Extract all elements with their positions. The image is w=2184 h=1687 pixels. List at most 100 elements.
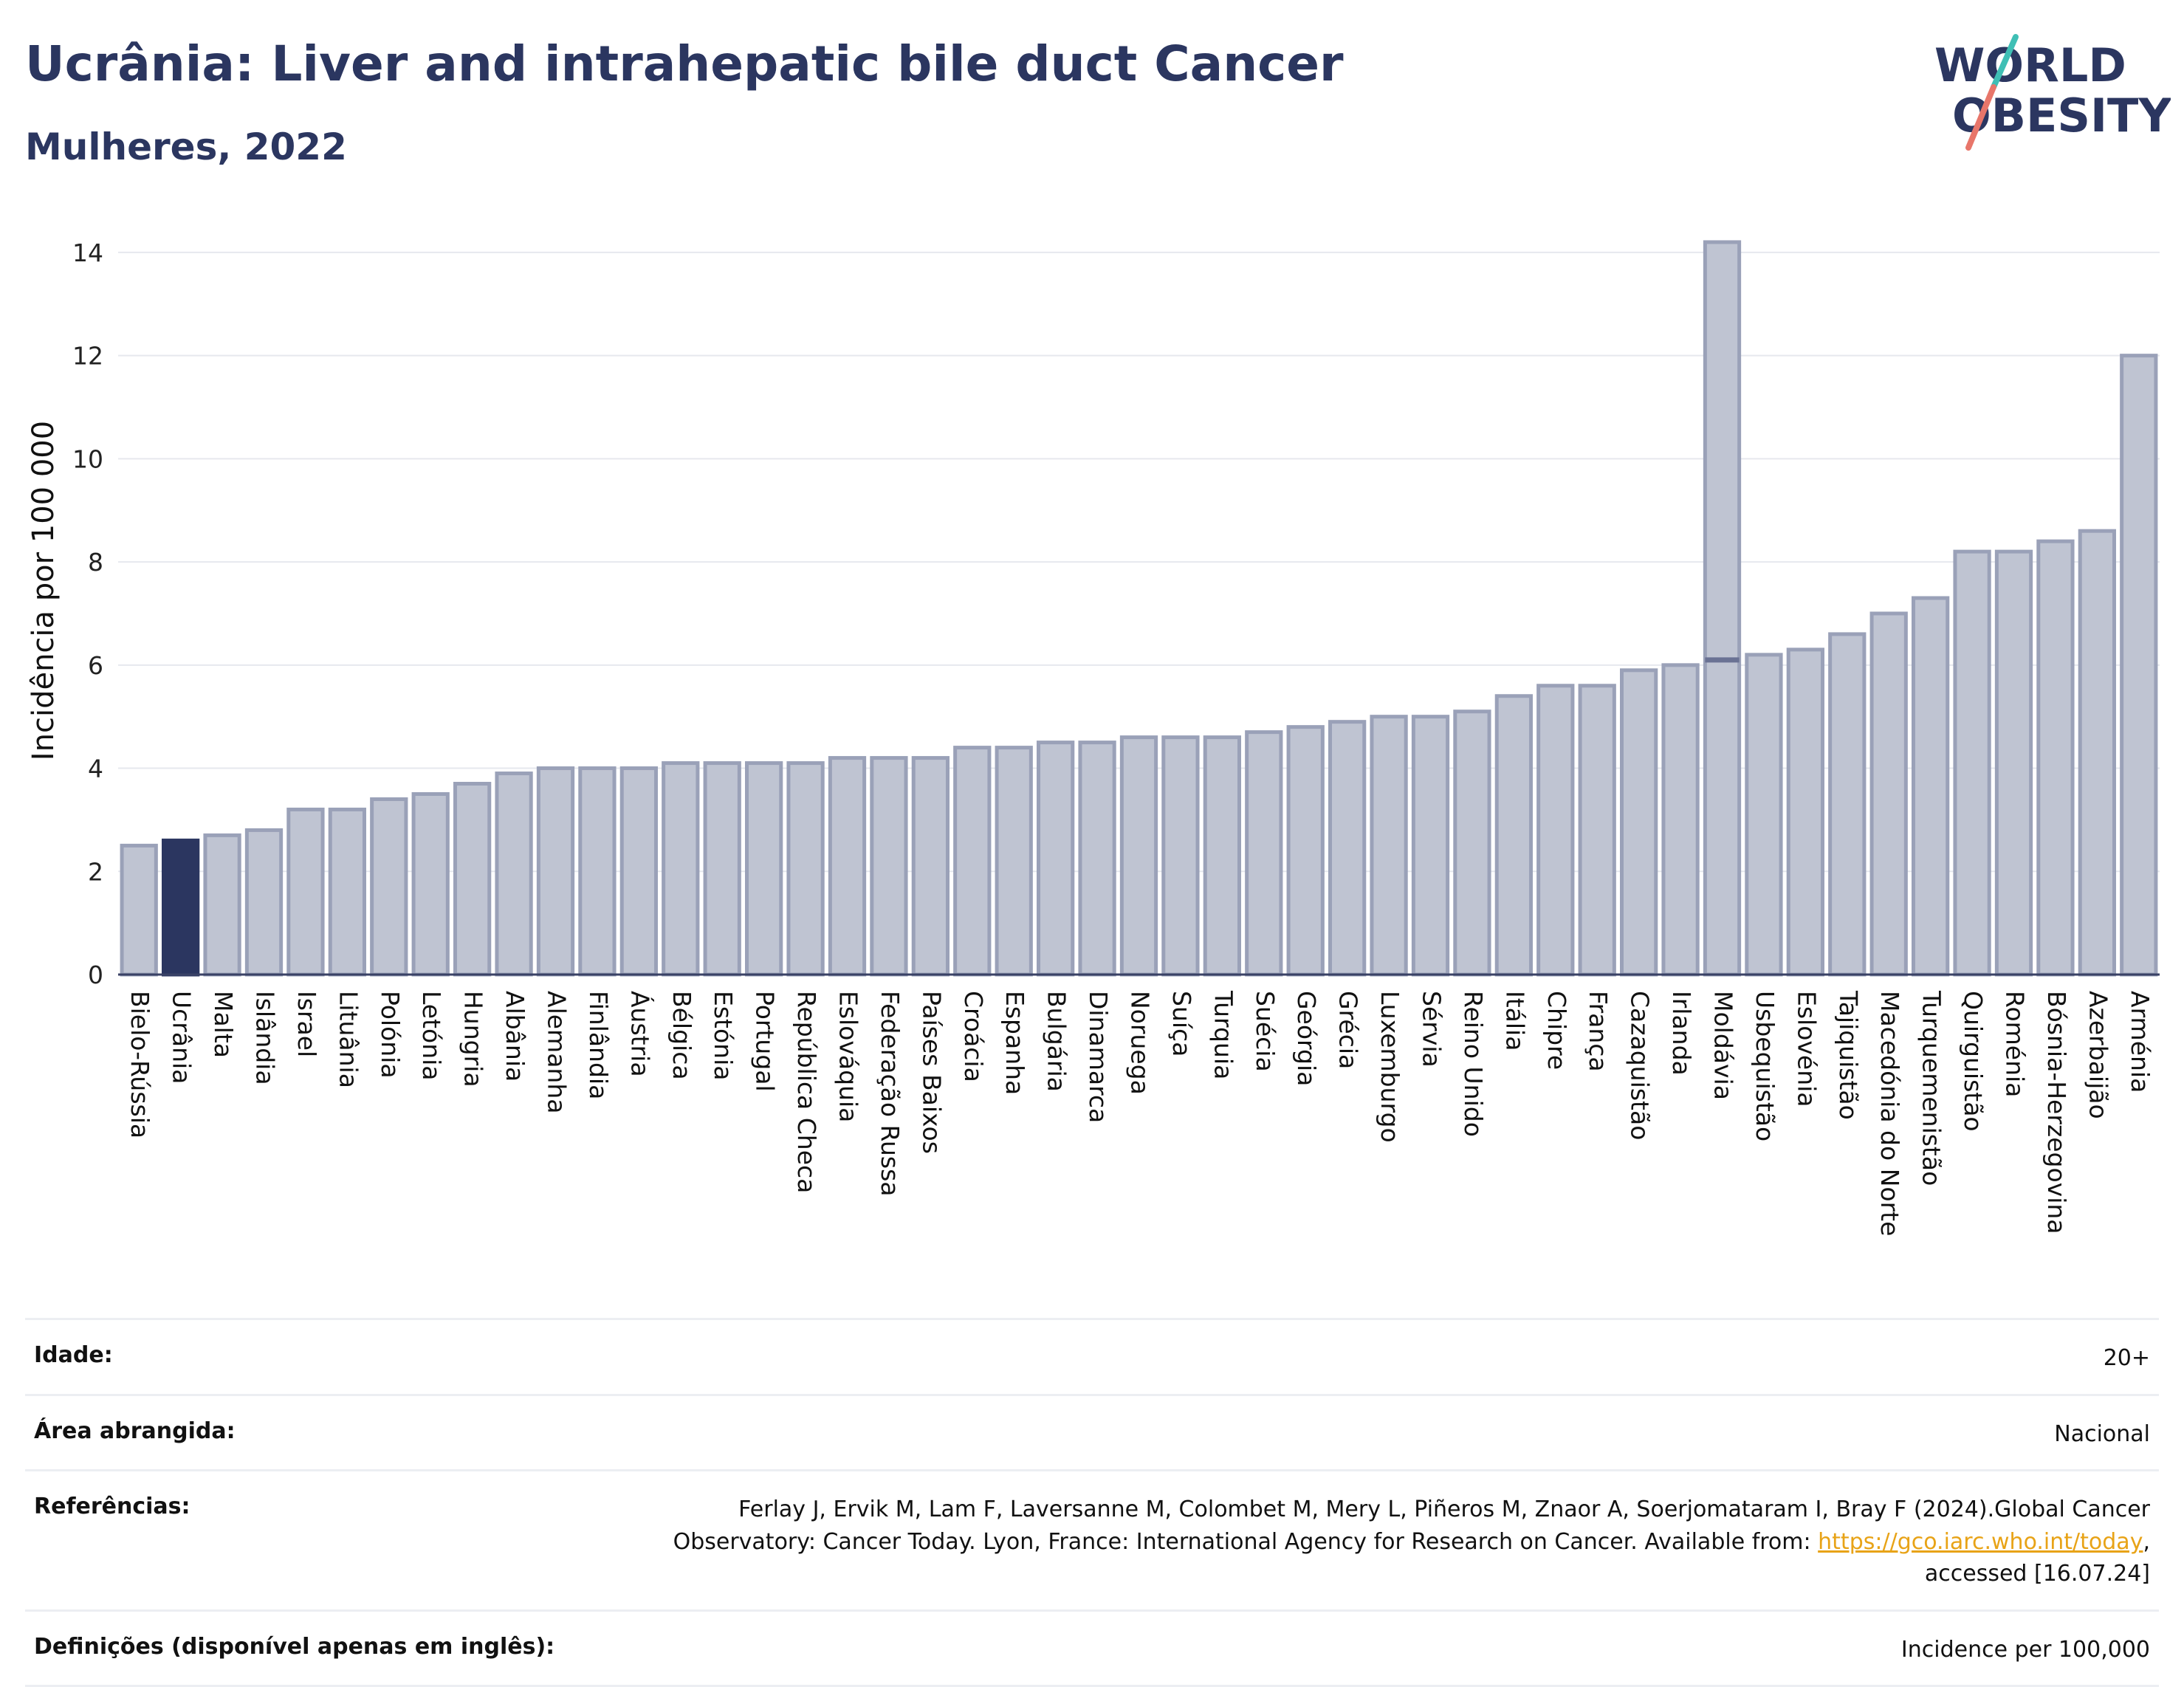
bar [2039,541,2073,975]
bar [289,809,323,975]
bar [872,758,906,975]
x-category-label: Países Baixos [917,991,946,1154]
info-table: Idade: 20+ Área abrangida: Nacional Refe… [25,1318,2159,1687]
bar [1205,738,1239,975]
x-category-label: Sérvia [1418,991,1446,1068]
bar [456,784,490,975]
reference-link[interactable]: https://gco.iarc.who.int/today [1818,1529,2143,1555]
bar [1122,738,1155,975]
bar [247,830,281,975]
chart-title: Ucrânia: Liver and intrahepatic bile duc… [25,35,1344,92]
bar [955,748,989,975]
x-category-label: Islândia [251,991,280,1085]
chart-subtitle: Mulheres, 2022 [25,126,347,168]
x-category-label: Espanha [1000,991,1029,1095]
bar [705,763,739,975]
x-category-label: Suécia [1251,991,1280,1072]
x-category-label: Roménia [2001,991,2030,1097]
x-category-label: Tajiquistão [1834,990,1863,1120]
x-category-label: Portugal [751,991,780,1092]
bar [413,794,447,975]
info-row-area: Área abrangida: Nacional [25,1394,2159,1470]
bar [372,799,406,975]
x-category-label: Noruega [1126,991,1155,1095]
bar [330,809,364,975]
x-category-label: Albânia [501,991,529,1082]
x-category-label: Bósnia-Herzegovina [2042,991,2071,1234]
x-category-label: Federação Russa [876,991,904,1197]
x-category-label: Alemanha [543,991,571,1113]
info-label: Área abrangida: [34,1418,236,1444]
x-category-label: Cazaquistão [1626,991,1655,1140]
x-category-label: Macedónia do Norte [1875,991,1904,1236]
y-tick-label: 8 [88,548,103,577]
bar [1288,727,1322,975]
bar [1580,686,1614,975]
x-category-label: Letónia [417,991,446,1081]
bar [580,769,614,975]
x-category-label: Moldávia [1709,991,1738,1100]
bar [1914,598,1948,975]
info-row-definitions: Definições (disponível apenas em inglês)… [25,1609,2159,1687]
bar [997,748,1031,975]
bar [122,845,156,975]
x-category-label: Polónia [376,991,405,1079]
bar [1164,738,1198,975]
bar [2080,531,2114,975]
bar [830,758,864,975]
bar [747,763,781,975]
x-category-label: Suíça [1167,991,1196,1056]
bar [1788,650,1822,975]
bar [1497,696,1531,975]
bar [789,763,823,975]
world-obesity-logo: WORLD OBESITY [1920,30,2171,162]
x-category-label: Itália [1500,991,1529,1051]
x-category-label: Bulgária [1043,991,1071,1092]
x-category-label: Estónia [709,991,738,1080]
bar [1705,242,1739,975]
x-category-label: Quirguistão [1959,991,1988,1132]
bar [1663,665,1697,975]
x-category-label: Turquia [1209,990,1237,1079]
x-category-label: Azerbaijão [2084,991,2112,1119]
bar [1247,732,1281,975]
info-value: Nacional [2054,1418,2150,1451]
info-value: Incidence per 100,000 [1901,1634,2150,1666]
info-label: Definições (disponível apenas em inglês)… [34,1634,554,1660]
y-tick-label: 6 [88,651,103,680]
x-category-label: Lituânia [334,991,363,1088]
x-category-label: Eslováquia [834,991,863,1122]
x-category-label: República Checa [792,991,821,1193]
x-category-label: Irlanda [1667,991,1696,1076]
bar [1539,686,1573,975]
x-category-label: Hungria [459,991,488,1088]
x-category-label: Geórgia [1292,991,1321,1086]
x-category-label: Bélgica [667,991,696,1080]
bar [538,769,572,975]
bars [118,242,2160,975]
y-tick-label: 14 [72,238,103,267]
x-category-label: Reino Unido [1459,991,1488,1137]
bar [1039,743,1073,975]
y-tick-label: 2 [88,857,103,886]
info-value: Ferlay J, Ervik M, Lam F, Laversanne M, … [636,1494,2150,1590]
info-label: Idade: [34,1342,113,1368]
x-category-label: Malta [209,991,238,1058]
bar [913,758,947,975]
x-category-label: Arménia [2126,991,2154,1093]
bar [1955,552,1989,975]
bar [1622,670,1656,975]
x-category-label: França [1584,991,1613,1072]
y-tick-label: 10 [72,444,103,473]
x-category-label: Israel [292,991,321,1057]
bar [164,840,198,975]
x-category-label: Bielo-Rússia [126,991,154,1138]
bar [622,769,656,975]
logo-line1: WORLD [1934,38,2126,92]
info-label: Referências: [34,1494,190,1519]
bar [1747,655,1781,975]
info-row-references: Referências: Ferlay J, Ervik M, Lam F, L… [25,1469,2159,1609]
bar [1996,552,2030,975]
y-tick-label: 0 [88,961,103,989]
